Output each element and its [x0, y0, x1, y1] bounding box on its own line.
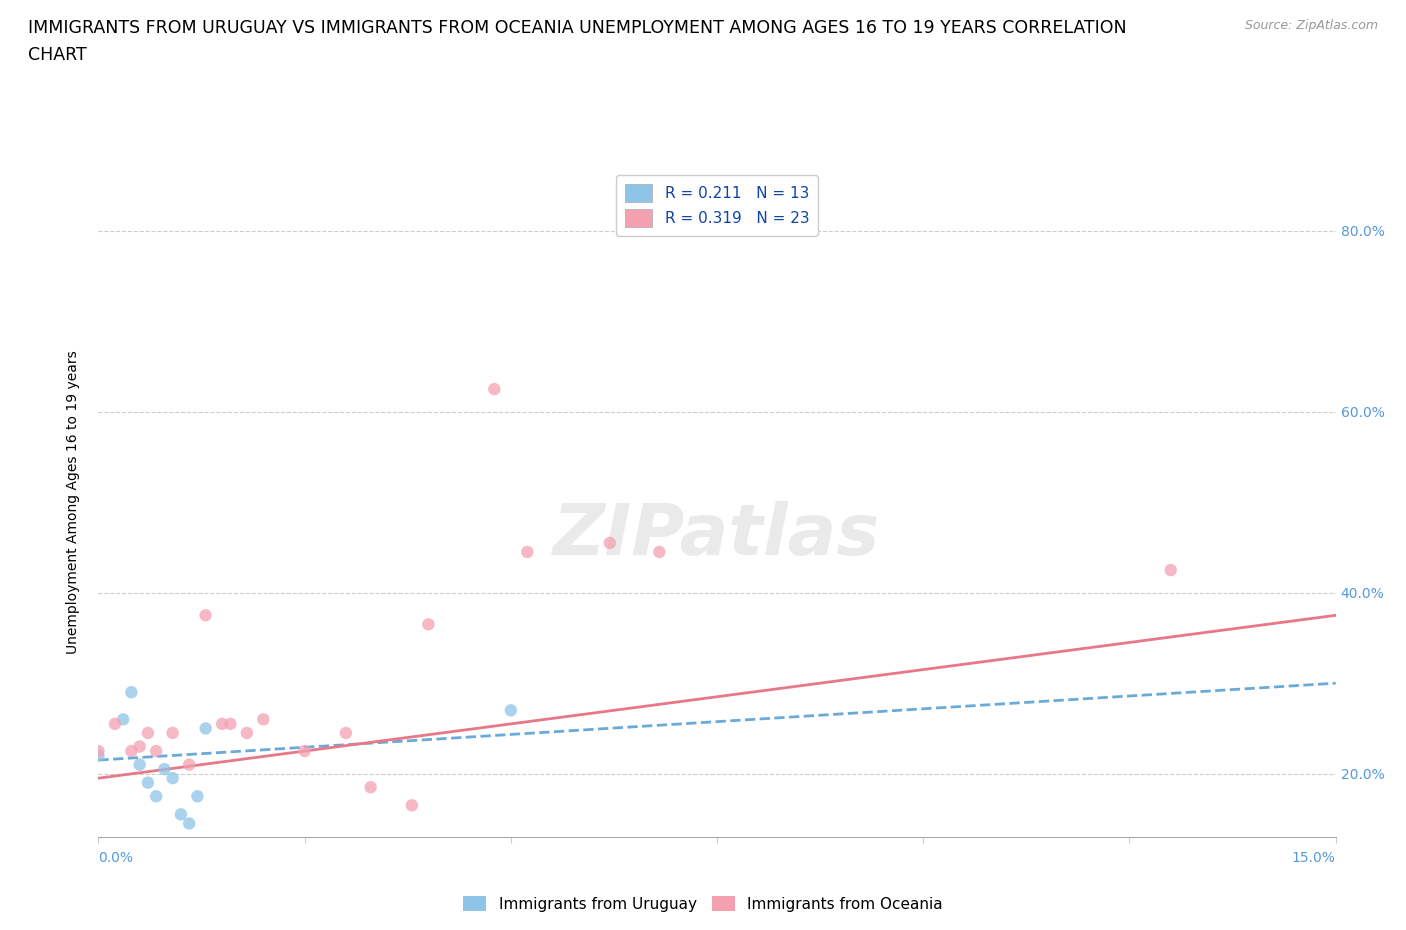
Point — [236, 725, 259, 740]
Point — [128, 739, 150, 754]
Point — [499, 703, 522, 718]
Point — [120, 684, 142, 699]
Point — [179, 816, 201, 830]
Text: Source: ZipAtlas.com: Source: ZipAtlas.com — [1244, 19, 1378, 32]
Point — [401, 798, 423, 813]
Text: IMMIGRANTS FROM URUGUAY VS IMMIGRANTS FROM OCEANIA UNEMPLOYMENT AMONG AGES 16 TO: IMMIGRANTS FROM URUGUAY VS IMMIGRANTS FR… — [28, 19, 1126, 36]
Point — [104, 716, 127, 731]
Point — [145, 789, 167, 804]
Point — [516, 545, 538, 560]
Point — [194, 608, 217, 623]
Point — [179, 757, 201, 772]
Text: 0.0%: 0.0% — [98, 851, 134, 865]
Point — [145, 744, 167, 759]
Point — [87, 748, 110, 763]
Text: CHART: CHART — [28, 46, 87, 64]
Point — [418, 617, 440, 631]
Point — [360, 779, 382, 794]
Point — [211, 716, 233, 731]
Legend: R = 0.211   N = 13, R = 0.319   N = 23: R = 0.211 N = 13, R = 0.319 N = 23 — [616, 175, 818, 236]
Point — [1160, 563, 1182, 578]
Point — [112, 712, 135, 727]
Point — [335, 725, 357, 740]
Legend: Immigrants from Uruguay, Immigrants from Oceania: Immigrants from Uruguay, Immigrants from… — [457, 889, 949, 918]
Point — [136, 725, 159, 740]
Point — [120, 744, 142, 759]
Point — [162, 725, 184, 740]
Point — [294, 744, 316, 759]
Point — [599, 536, 621, 551]
Point — [153, 762, 176, 777]
Point — [219, 716, 242, 731]
Point — [136, 776, 159, 790]
Point — [87, 744, 110, 759]
Point — [162, 771, 184, 786]
Y-axis label: Unemployment Among Ages 16 to 19 years: Unemployment Among Ages 16 to 19 years — [66, 351, 80, 654]
Point — [648, 545, 671, 560]
Point — [252, 712, 274, 727]
Point — [128, 757, 150, 772]
Text: ZIPatlas: ZIPatlas — [554, 501, 880, 570]
Point — [186, 789, 208, 804]
Point — [484, 381, 506, 396]
Point — [170, 807, 193, 822]
Point — [194, 721, 217, 736]
Text: 15.0%: 15.0% — [1292, 851, 1336, 865]
